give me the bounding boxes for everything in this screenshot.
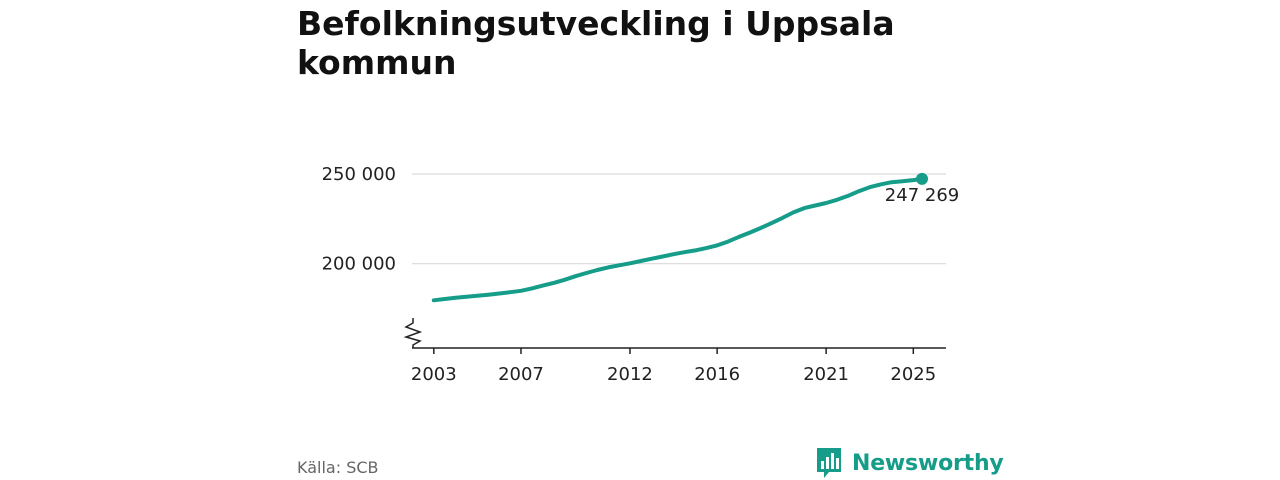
series-line: [431, 176, 924, 303]
chart-title: Befolkningsutveckling i Uppsala kommun: [297, 4, 895, 82]
brand-logo[interactable]: Newsworthy: [815, 446, 1004, 480]
newsworthy-logo-icon: [817, 448, 841, 478]
brand-name: Newsworthy: [852, 450, 1004, 476]
y-axis-labels: 200 000 250 000: [322, 164, 396, 275]
x-tick-label: 2012: [607, 364, 653, 385]
x-tick-label: 2007: [498, 364, 544, 385]
last-data-point: [916, 172, 929, 185]
x-axis-labels: 2003 2007 2012 2016 2021 2025: [411, 364, 936, 385]
x-tick-label: 2003: [411, 364, 457, 385]
y-axis-break-mark: [403, 318, 423, 348]
grid-lines: [412, 173, 946, 265]
y-tick-label: 250 000: [322, 164, 396, 185]
x-axis: [412, 347, 946, 354]
source-note: Källa: SCB: [297, 458, 379, 477]
last-value-label: 247 269: [885, 185, 959, 206]
x-tick-label: 2025: [890, 364, 936, 385]
x-tick-label: 2021: [803, 364, 849, 385]
y-tick-label: 200 000: [322, 254, 396, 275]
x-tick-label: 2016: [694, 364, 740, 385]
